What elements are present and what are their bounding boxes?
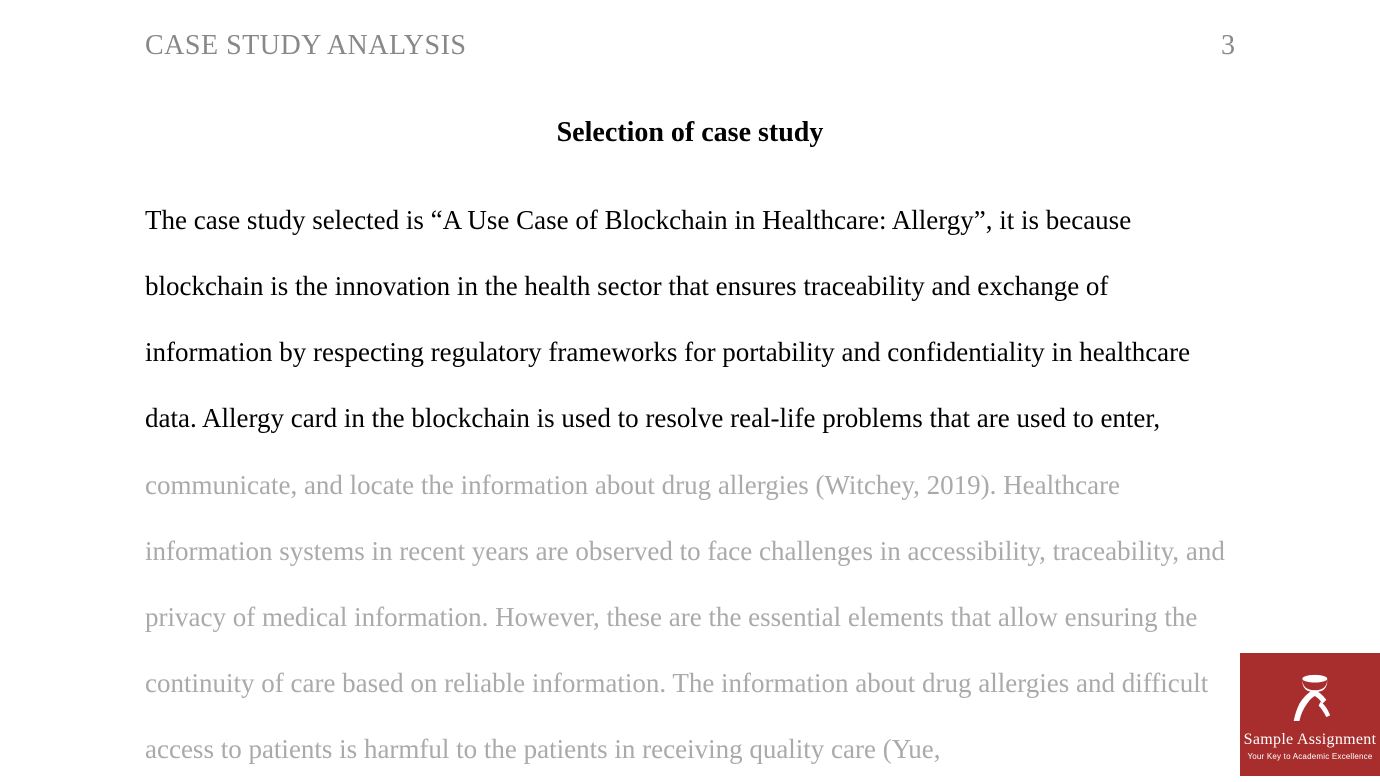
watermark-badge: Sample Assignment Your Key to Academic E… — [1240, 653, 1380, 776]
body-text-faded: communicate, and locate the information … — [145, 470, 1225, 765]
document-page: CASE STUDY ANALYSIS 3 Selection of case … — [0, 0, 1380, 782]
graduate-icon — [1286, 669, 1334, 723]
page-number: 3 — [1221, 30, 1235, 62]
page-header: CASE STUDY ANALYSIS 3 — [145, 30, 1235, 62]
watermark-subtitle: Your Key to Academic Excellence — [1247, 752, 1372, 761]
running-head: CASE STUDY ANALYSIS — [145, 30, 466, 62]
section-heading: Selection of case study — [145, 117, 1235, 149]
body-paragraph: The case study selected is “A Use Case o… — [145, 187, 1235, 782]
watermark-title: Sample Assignment — [1244, 731, 1377, 749]
body-text-dark: The case study selected is “A Use Case o… — [145, 205, 1190, 433]
